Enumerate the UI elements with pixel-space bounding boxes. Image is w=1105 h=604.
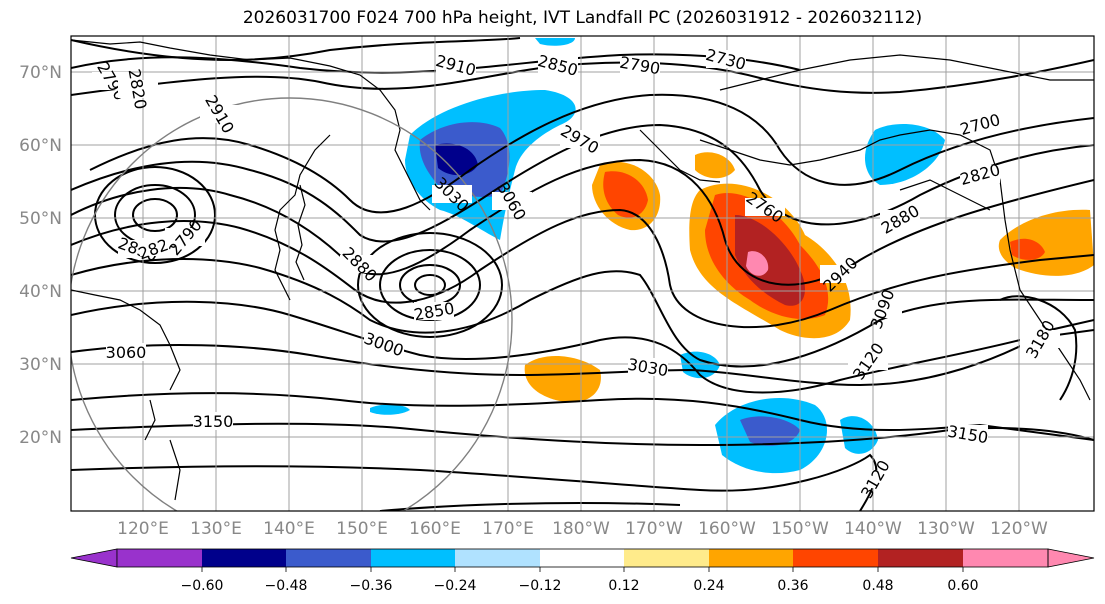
lat-label-40: 40°N <box>19 282 62 302</box>
lon-label-170e: 170°E <box>482 519 534 539</box>
colorbar-segment <box>793 549 878 567</box>
colorbar-segment <box>117 549 202 567</box>
colorbar-segment <box>371 549 455 567</box>
colorbar-tick-label: −0.24 <box>434 578 477 594</box>
colorbar-tick-label: −0.36 <box>350 578 393 594</box>
lon-label-180w: 180°W <box>552 519 610 539</box>
range-circle <box>71 97 513 511</box>
lat-label-60: 60°N <box>19 136 62 156</box>
svg-text:3150: 3150 <box>193 412 234 431</box>
lat-label-30: 30°N <box>19 355 62 375</box>
colorbar-tick-label: −0.60 <box>181 578 224 594</box>
lon-label-150w: 150°W <box>771 519 829 539</box>
contour-label: 3060 <box>106 343 147 362</box>
contour-label: 3030 <box>626 355 669 381</box>
lon-label-140w: 140°W <box>844 519 902 539</box>
colorbar-segment <box>286 549 371 567</box>
map-title: 2026031700 F024 700 hPa height, IVT Land… <box>242 8 923 28</box>
longitude-labels: 120°E 130°E 140°E 150°E 160°E 170°E 180°… <box>117 519 1048 539</box>
ivt-positive-fill <box>524 152 1094 403</box>
map-frame <box>71 36 1094 511</box>
lat-label-50: 50°N <box>19 209 62 229</box>
lon-label-120w: 120°W <box>990 519 1048 539</box>
lon-label-140e: 140°E <box>263 519 315 539</box>
lon-label-170w: 170°W <box>625 519 683 539</box>
colorbar-segment <box>624 549 709 567</box>
colorbar-segment <box>540 549 624 567</box>
latitude-labels: 70°N 60°N 50°N 40°N 30°N 20°N <box>19 63 62 448</box>
coastlines <box>71 39 1094 501</box>
graticule <box>71 36 1094 511</box>
lon-label-130w: 130°W <box>917 519 975 539</box>
contour-label: 2820 <box>118 67 158 111</box>
contour-label: 2910 <box>434 51 478 80</box>
colorbar-segment <box>878 549 963 567</box>
colorbar-segment <box>709 549 793 567</box>
colorbar-tick-label: 0.36 <box>777 578 808 594</box>
colorbar-segment <box>455 549 540 567</box>
colorbar-tick-label: 0.60 <box>947 578 978 594</box>
lon-label-160e: 160°E <box>409 519 461 539</box>
lon-label-160w: 160°W <box>698 519 756 539</box>
lat-label-70: 70°N <box>19 63 62 83</box>
colorbar-tick-label: 0.24 <box>693 578 724 594</box>
contour-label: 3120 <box>848 339 888 383</box>
colorbar-tick-label: 0.48 <box>862 578 893 594</box>
lat-label-20: 20°N <box>19 428 62 448</box>
colorbar-extend-left <box>70 548 118 568</box>
lon-label-150e: 150°E <box>336 519 388 539</box>
colorbar-tick-label: −0.48 <box>265 578 308 594</box>
colorbar: −0.60 −0.48 −0.36 −0.24 −0.12 0.12 0.24 … <box>70 548 1095 594</box>
colorbar-segment <box>963 549 1048 567</box>
colorbar-outline <box>116 548 1049 568</box>
contour-label: 3150 <box>193 412 234 431</box>
colorbar-segment <box>202 549 286 567</box>
map-border <box>70 35 1095 512</box>
colorbar-extend-right <box>1047 548 1095 568</box>
svg-text:3060: 3060 <box>106 343 147 362</box>
colorbar-tick-label: −0.12 <box>519 578 562 594</box>
lon-label-120e: 120°E <box>117 519 169 539</box>
lon-label-130e: 130°E <box>190 519 242 539</box>
colorbar-tick-label: 0.12 <box>608 578 639 594</box>
